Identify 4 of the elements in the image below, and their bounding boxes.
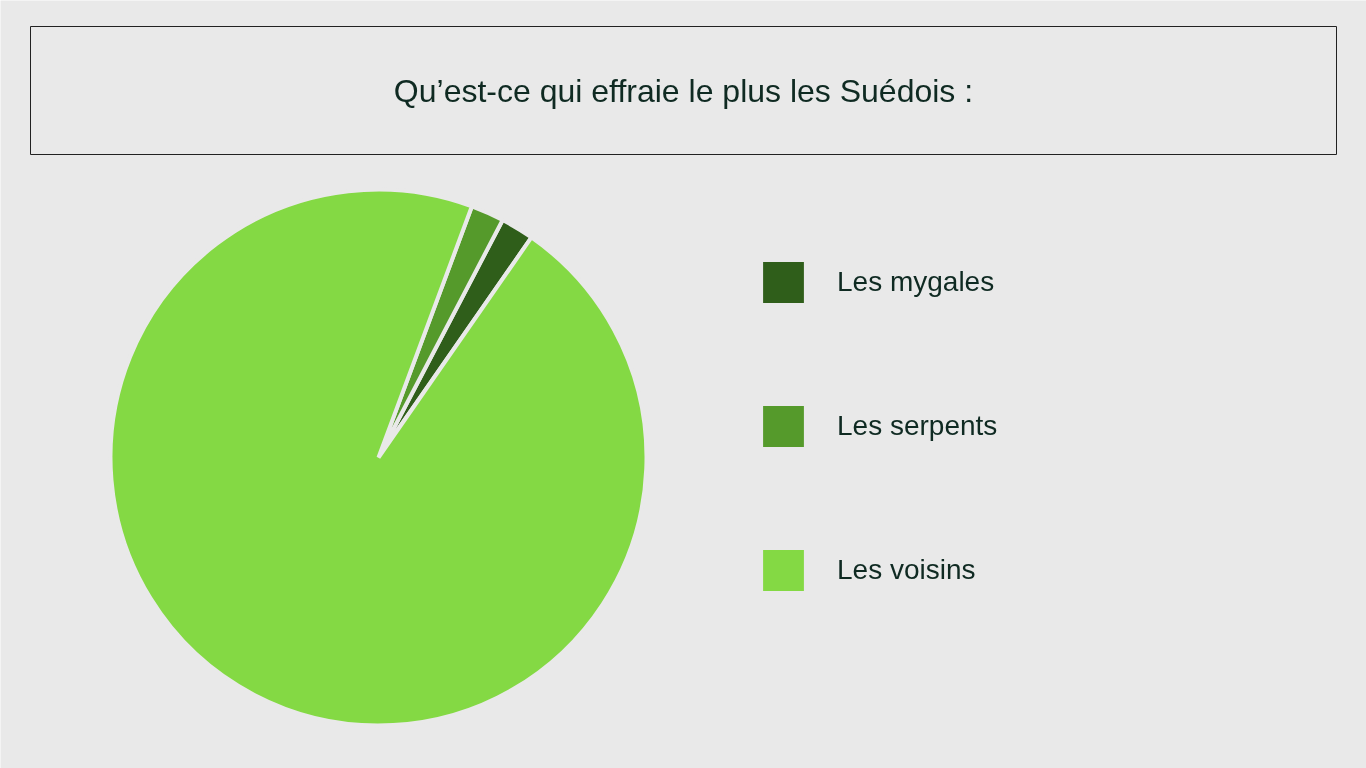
chart-title: Qu’est-ce qui effraie le plus les Suédois : (393, 72, 974, 109)
legend-label: Les mygales (837, 266, 995, 298)
legend-label: Les serpents (837, 410, 998, 442)
legend-label: Les voisins (837, 554, 976, 586)
